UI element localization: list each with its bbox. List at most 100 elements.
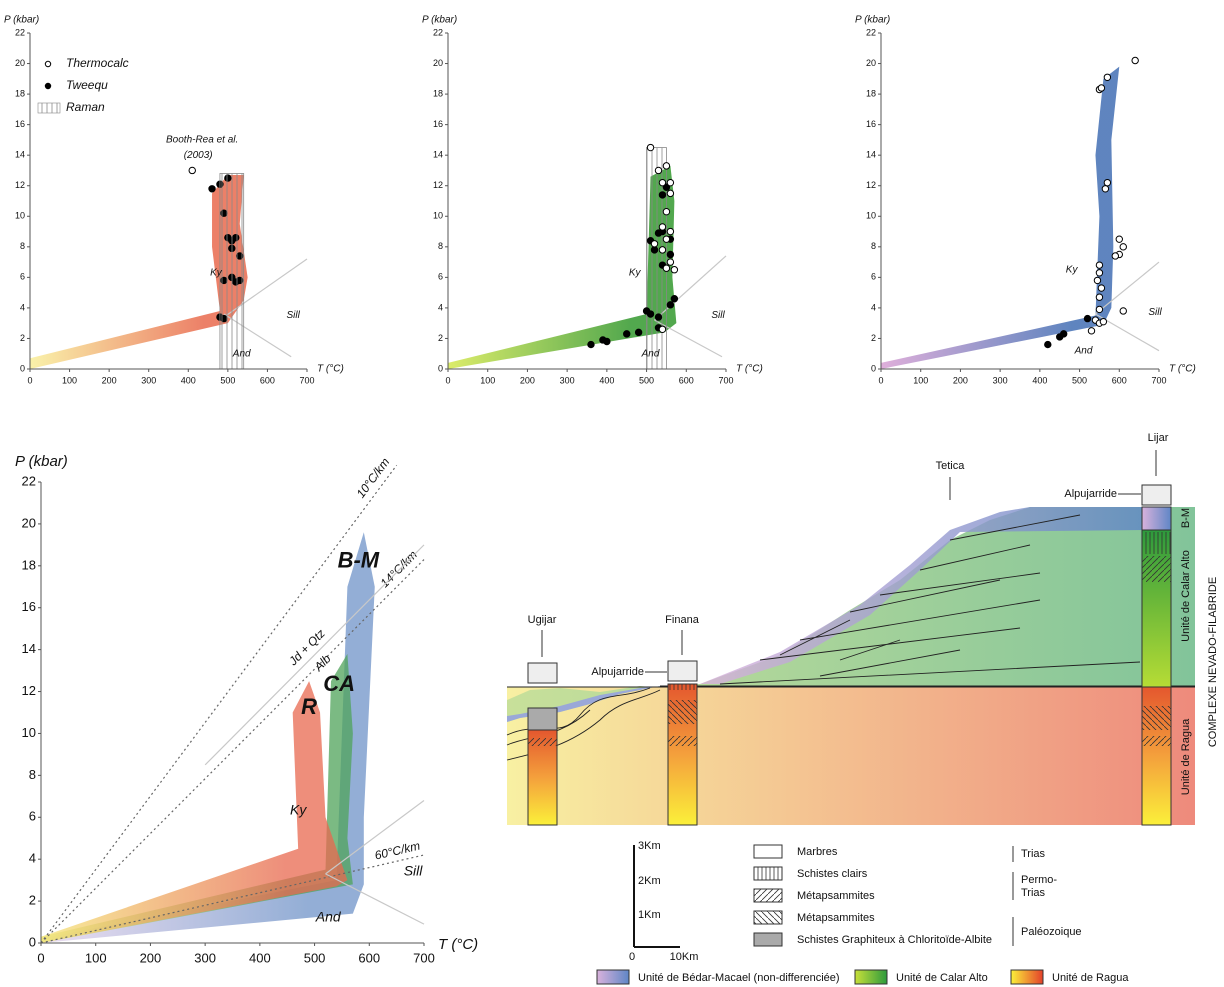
unit-swatch xyxy=(596,969,630,985)
x-tick-label: 400 xyxy=(599,375,614,385)
unit-label: Unité de Ragua xyxy=(1180,718,1192,795)
annotation: And xyxy=(315,909,342,925)
annotation: Ky xyxy=(290,802,307,818)
x-tick-label: 0 xyxy=(445,375,450,385)
field-label: B-M xyxy=(338,547,380,572)
pt-field xyxy=(30,175,248,369)
pt-chart: Ky Sill And 0 2 4 6 8 10 12 14 16 18 20 22 0 100 200 300 40… xyxy=(855,15,1196,386)
y-tick-label: 4 xyxy=(871,302,876,312)
annotation: Sill xyxy=(286,310,300,321)
y-tick-label: 18 xyxy=(22,557,36,572)
point xyxy=(666,189,675,198)
ragua-unit xyxy=(507,687,1195,825)
x-tick-label: 0 xyxy=(878,375,883,385)
age-label: Permo- xyxy=(1021,874,1057,886)
point xyxy=(646,143,655,152)
unit-legend-label: Unité de Bédar-Macael (non-differenciée) xyxy=(638,972,840,984)
raman-range xyxy=(219,173,245,370)
point xyxy=(1083,314,1092,323)
point xyxy=(1095,305,1104,314)
legend-swatch xyxy=(753,888,783,903)
point xyxy=(662,235,671,243)
point xyxy=(1056,333,1064,341)
point xyxy=(658,191,667,199)
point xyxy=(666,178,675,187)
y-axis-label: P (kbar) xyxy=(4,15,39,26)
y-tick-label: 16 xyxy=(22,599,36,614)
y-tick-label: 2 xyxy=(29,893,36,908)
point xyxy=(670,266,679,274)
y-tick-label: 8 xyxy=(29,767,36,782)
reaction-line xyxy=(40,464,398,944)
field-label: R xyxy=(301,694,317,719)
legend-swatch xyxy=(753,844,783,859)
y-tick-label: 8 xyxy=(438,241,443,251)
y-tick-label: 14 xyxy=(866,150,876,160)
legend-marker xyxy=(44,60,52,68)
y-tick-label: 20 xyxy=(866,58,876,68)
x-tick-label: 300 xyxy=(993,375,1008,385)
y-tick-label: 12 xyxy=(22,683,36,698)
legend-swatch xyxy=(37,102,61,114)
x-tick-label: 100 xyxy=(913,375,928,385)
annotation: And xyxy=(232,348,251,359)
column-layer xyxy=(668,700,697,724)
cover-label: Alpujarride xyxy=(1064,488,1117,500)
point xyxy=(666,258,675,266)
point xyxy=(623,330,631,338)
legend-label: Raman xyxy=(66,100,105,114)
y-tick-label: 6 xyxy=(29,809,36,824)
y-tick-label: 18 xyxy=(866,88,876,98)
y-tick-label: 6 xyxy=(438,272,443,282)
y-tick-label: 2 xyxy=(871,333,876,343)
y-tick-label: 0 xyxy=(438,363,443,373)
point xyxy=(654,166,663,175)
line-label: 60°C/km xyxy=(373,839,421,863)
point xyxy=(1131,56,1139,65)
legend-label: Thermocalc xyxy=(66,56,129,70)
x-tick-label: 500 xyxy=(1072,375,1087,385)
annotation: Sill xyxy=(404,862,424,878)
column-layer xyxy=(1142,706,1171,730)
y-tick-label: 4 xyxy=(20,302,25,312)
legend-swatch xyxy=(753,910,783,925)
y-tick-label: 20 xyxy=(22,515,36,530)
x-tick-label: 700 xyxy=(413,950,435,965)
y-tick-label: 16 xyxy=(866,119,876,129)
annotation: And xyxy=(641,348,660,359)
point xyxy=(666,301,675,309)
unit-swatch xyxy=(1010,969,1044,985)
age-label: Trias xyxy=(1021,887,1046,899)
column-layer xyxy=(668,684,697,690)
point xyxy=(666,250,675,259)
point xyxy=(1101,185,1110,193)
y-tick-label: 16 xyxy=(15,119,25,129)
point xyxy=(650,246,659,254)
x-tick-label: 400 xyxy=(1032,375,1047,385)
column-layer xyxy=(1142,532,1171,554)
x-tick-label: 600 xyxy=(358,950,380,965)
x-axis-label: T (°C) xyxy=(317,364,344,375)
reaction-line xyxy=(325,800,425,875)
line-label: 10°C/km xyxy=(354,455,393,500)
annotation: Sill xyxy=(1148,307,1162,318)
y-tick-label: 22 xyxy=(866,27,876,37)
y-tick-label: 0 xyxy=(29,934,36,949)
point xyxy=(634,328,643,337)
point xyxy=(658,246,667,254)
x-tick-label: 700 xyxy=(1151,375,1166,385)
point xyxy=(666,227,675,236)
point xyxy=(603,337,611,346)
point xyxy=(1097,84,1106,92)
y-tick-label: 10 xyxy=(22,725,36,740)
pt-field xyxy=(881,66,1120,369)
point xyxy=(654,313,663,321)
y-tick-label: 14 xyxy=(22,641,36,656)
age-label: Paléozoique xyxy=(1021,926,1082,938)
cover-label: Alpujarride xyxy=(591,666,644,678)
y-tick-label: 10 xyxy=(866,211,876,221)
y-tick-label: 4 xyxy=(29,851,36,866)
scale-label: 1Km xyxy=(638,909,661,921)
